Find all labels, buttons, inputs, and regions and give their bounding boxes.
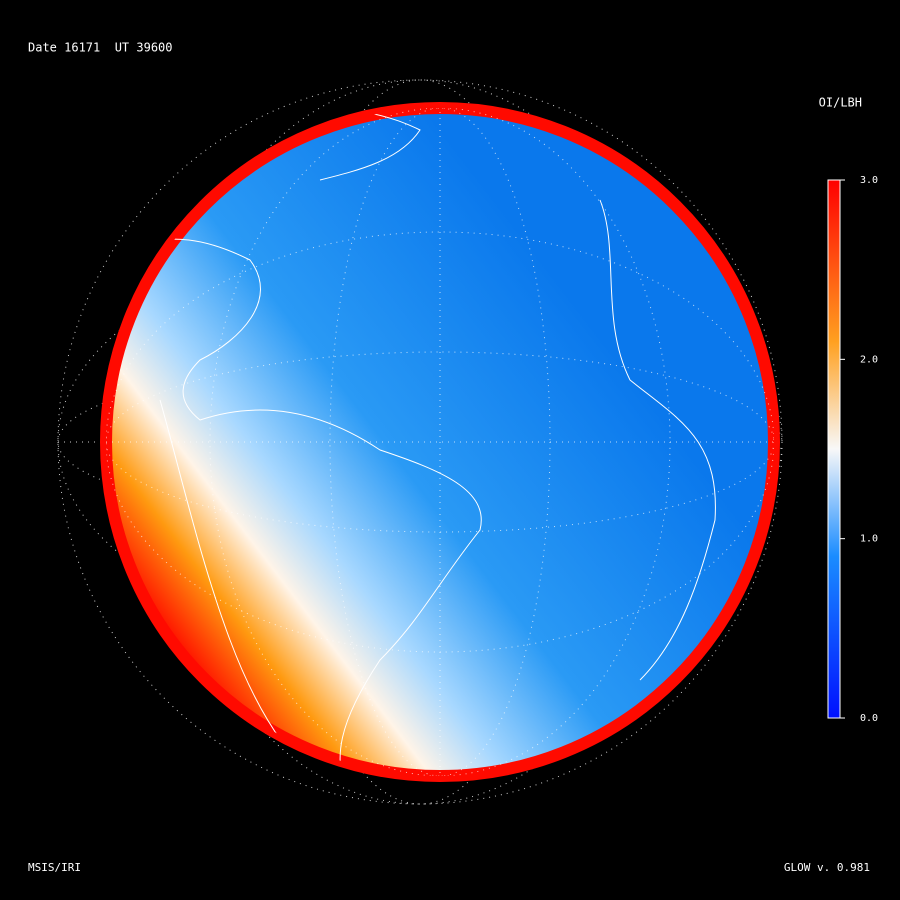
colorbar-tick-label: 3.0: [860, 175, 878, 186]
footer-left: MSIS/IRI: [28, 861, 81, 874]
colorbar-title: OI/LBH: [819, 96, 862, 110]
colorbar-tick-label: 2.0: [860, 354, 878, 365]
colorbar-tick-label: 0.0: [860, 713, 878, 724]
colorbar-tick-label: 1.0: [860, 534, 878, 545]
colorbar: [827, 179, 841, 719]
footer-right: GLOW v. 0.981: [784, 861, 870, 874]
graticule: [106, 108, 774, 776]
date-label: Date 16171 UT 39600: [28, 41, 173, 55]
